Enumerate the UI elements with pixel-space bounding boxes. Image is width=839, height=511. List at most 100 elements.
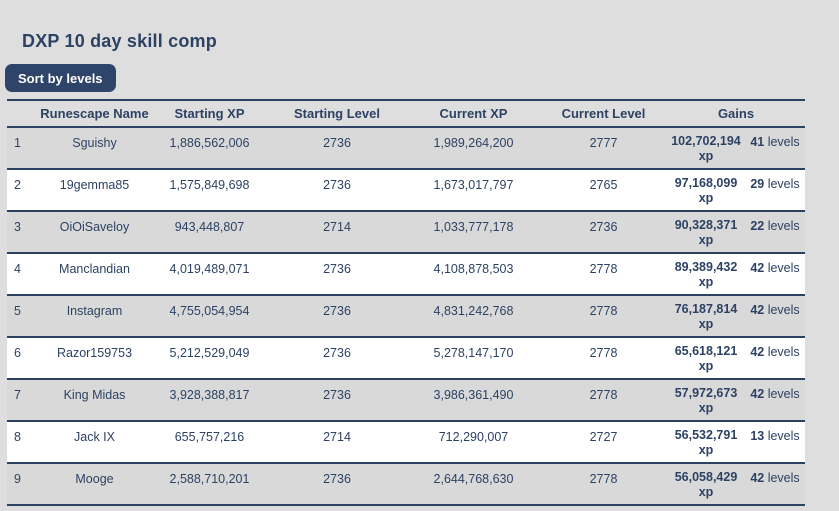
starting-level-cell: 2736 <box>323 262 351 276</box>
current-xp-cell: 5,278,147,170 <box>433 346 514 360</box>
gains-xp: 56,532,791 xp <box>674 428 738 457</box>
rank-cell: 3 <box>14 220 21 234</box>
player-name-cell: Razor159753 <box>56 346 133 360</box>
rank-cell: 2 <box>14 178 21 192</box>
table-row: 2 19gemma85 1,575,849,698 2736 1,673,017… <box>7 170 805 212</box>
current-level-cell: 2778 <box>589 262 618 276</box>
current-xp-cell: 4,831,242,768 <box>433 304 514 318</box>
gains-xp: 89,389,432 xp <box>674 260 738 289</box>
gains-xp: 90,328,371 xp <box>674 218 738 247</box>
table-row: 9 Mooge 2,588,710,201 2736 2,644,768,630… <box>7 464 805 506</box>
starting-level-cell: 2736 <box>323 388 351 402</box>
gains-levels: 42 levels <box>750 471 800 485</box>
starting-xp-cell: 2,588,710,201 <box>169 472 250 486</box>
current-xp-cell: 2,644,768,630 <box>433 472 514 486</box>
starting-xp-cell: 5,212,529,049 <box>169 346 250 360</box>
sort-by-levels-button[interactable]: Sort by levels <box>5 64 116 92</box>
table-row: 8 Jack IX 655,757,216 2714 712,290,007 2… <box>7 422 805 464</box>
player-name-cell: Sguishy <box>72 136 117 150</box>
current-level-cell: 2777 <box>589 136 618 150</box>
current-xp-cell: 712,290,007 <box>438 430 509 444</box>
header-current-level: Current Level <box>561 106 646 121</box>
current-xp-cell: 1,033,777,178 <box>433 220 514 234</box>
current-level-cell: 2778 <box>589 472 618 486</box>
page-title: DXP 10 day skill comp <box>22 31 217 52</box>
gains-cell: 56,532,791 xp 13 levels <box>667 422 805 458</box>
gains-xp: 102,702,194 xp <box>671 134 741 163</box>
header-starting-xp: Starting XP <box>174 106 245 121</box>
gains-cell: 89,389,432 xp 42 levels <box>667 254 805 290</box>
table-row: 5 Instagram 4,755,054,954 2736 4,831,242… <box>7 296 805 338</box>
gains-cell: 57,972,673 xp 42 levels <box>667 380 805 416</box>
header-current-xp: Current XP <box>439 106 508 121</box>
gains-xp: 65,618,121 xp <box>674 344 738 373</box>
starting-level-cell: 2714 <box>323 220 351 234</box>
gains-xp: 56,058,429 xp <box>674 470 738 499</box>
gains-xp: 97,168,099 xp <box>674 176 738 205</box>
gains-cell: 65,618,121 xp 42 levels <box>667 338 805 374</box>
gains-xp: 57,972,673 xp <box>674 386 738 415</box>
gains-levels: 29 levels <box>750 177 800 191</box>
current-xp-cell: 1,673,017,797 <box>433 178 514 192</box>
current-xp-cell: 3,986,361,490 <box>433 388 514 402</box>
starting-level-cell: 2736 <box>323 178 351 192</box>
current-xp-cell: 1,989,264,200 <box>433 136 514 150</box>
starting-level-cell: 2736 <box>323 346 351 360</box>
table-row: 6 Razor159753 5,212,529,049 2736 5,278,1… <box>7 338 805 380</box>
table-row: 7 King Midas 3,928,388,817 2736 3,986,36… <box>7 380 805 422</box>
skill-comp-table: Runescape Name Starting XP Starting Leve… <box>7 99 805 506</box>
player-name-cell: 19gemma85 <box>59 178 130 192</box>
starting-xp-cell: 4,019,489,071 <box>169 262 250 276</box>
current-level-cell: 2778 <box>589 304 618 318</box>
starting-xp-cell: 943,448,807 <box>174 220 245 234</box>
starting-xp-cell: 3,928,388,817 <box>169 388 250 402</box>
gains-levels: 42 levels <box>750 345 800 359</box>
current-level-cell: 2765 <box>589 178 618 192</box>
header-runescape-name: Runescape Name <box>40 106 149 121</box>
rank-cell: 4 <box>14 262 21 276</box>
gains-levels: 41 levels <box>750 135 800 149</box>
gains-cell: 97,168,099 xp 29 levels <box>667 170 805 206</box>
gains-cell: 56,058,429 xp 42 levels <box>667 464 805 500</box>
player-name-cell: King Midas <box>63 388 126 402</box>
current-level-cell: 2736 <box>589 220 618 234</box>
current-level-cell: 2727 <box>589 430 618 444</box>
gains-cell: 76,187,814 xp 42 levels <box>667 296 805 332</box>
gains-levels: 42 levels <box>750 387 800 401</box>
current-level-cell: 2778 <box>589 388 618 402</box>
starting-xp-cell: 1,886,562,006 <box>169 136 250 150</box>
current-level-cell: 2778 <box>589 346 618 360</box>
starting-xp-cell: 4,755,054,954 <box>169 304 250 318</box>
player-name-cell: Instagram <box>66 304 123 318</box>
gains-xp: 76,187,814 xp <box>674 302 738 331</box>
rank-cell: 6 <box>14 346 21 360</box>
table-row: 4 Manclandian 4,019,489,071 2736 4,108,8… <box>7 254 805 296</box>
starting-level-cell: 2714 <box>323 430 351 444</box>
gains-cell: 102,702,194 xp 41 levels <box>667 128 805 164</box>
gains-levels: 22 levels <box>750 219 800 233</box>
table-row: 3 OiOiSaveloy 943,448,807 2714 1,033,777… <box>7 212 805 254</box>
gains-levels: 42 levels <box>750 303 800 317</box>
rank-cell: 7 <box>14 388 21 402</box>
player-name-cell: Mooge <box>75 472 114 486</box>
gains-levels: 42 levels <box>750 261 800 275</box>
starting-level-cell: 2736 <box>323 472 351 486</box>
starting-level-cell: 2736 <box>323 136 351 150</box>
rank-cell: 5 <box>14 304 21 318</box>
rank-cell: 9 <box>14 472 21 486</box>
starting-level-cell: 2736 <box>323 304 351 318</box>
player-name-cell: OiOiSaveloy <box>59 220 130 234</box>
player-name-cell: Manclandian <box>59 262 130 276</box>
current-xp-cell: 4,108,878,503 <box>433 262 514 276</box>
table-header-row: Runescape Name Starting XP Starting Leve… <box>7 99 805 128</box>
rank-cell: 1 <box>14 136 21 150</box>
gains-levels: 13 levels <box>750 429 800 443</box>
gains-cell: 90,328,371 xp 22 levels <box>667 212 805 248</box>
header-starting-level: Starting Level <box>294 106 380 121</box>
starting-xp-cell: 1,575,849,698 <box>169 178 250 192</box>
player-name-cell: Jack IX <box>74 430 115 444</box>
rank-cell: 8 <box>14 430 21 444</box>
header-gains: Gains <box>717 106 755 121</box>
starting-xp-cell: 655,757,216 <box>174 430 245 444</box>
table-row: 1 Sguishy 1,886,562,006 2736 1,989,264,2… <box>7 128 805 170</box>
